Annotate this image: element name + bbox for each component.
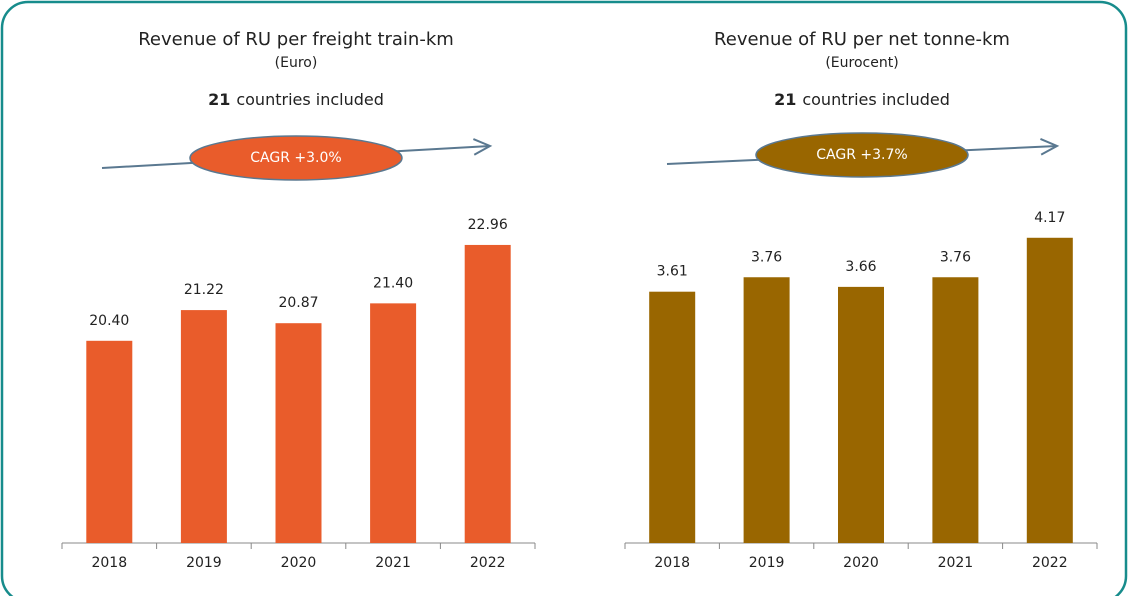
arrow-head [472, 138, 493, 156]
x-tick-label: 2021 [375, 555, 411, 571]
x-tick-label: 2022 [470, 555, 506, 571]
note: 21 countries included [208, 90, 384, 109]
bar [1026, 237, 1073, 543]
x-tick-label: 2022 [1032, 555, 1068, 571]
chart-subtitle: (Eurocent) [825, 55, 898, 71]
value-label: 3.76 [940, 249, 971, 265]
arrow-head [1040, 138, 1060, 156]
cagr-badge [189, 135, 403, 181]
x-tick-label: 2020 [843, 555, 879, 571]
chart-subtitle: (Euro) [275, 55, 318, 71]
cagr-label: CAGR +3.7% [816, 147, 907, 163]
value-label: 4.17 [1034, 210, 1065, 226]
value-label: 3.61 [657, 264, 688, 280]
x-tick-label: 2020 [281, 555, 317, 571]
value-label: 22.96 [468, 217, 508, 233]
note-text: countries included [802, 90, 950, 109]
bar [464, 244, 511, 544]
note-text: countries included [236, 90, 384, 109]
note: 21 countries included [774, 90, 950, 109]
value-label: 3.66 [845, 259, 876, 275]
value-label: 21.22 [184, 282, 224, 298]
bar [838, 286, 884, 543]
x-tick-label: 2019 [186, 555, 222, 571]
value-label: 3.76 [751, 249, 782, 265]
bar [932, 277, 979, 543]
value-label: 20.87 [278, 295, 318, 311]
bar [86, 340, 133, 543]
x-tick-label: 2021 [938, 555, 974, 571]
bar [180, 310, 227, 543]
bar [370, 303, 417, 543]
cagr-badge [755, 132, 969, 178]
value-label: 20.40 [89, 313, 129, 329]
bar [743, 277, 790, 543]
value-label: 21.40 [373, 275, 413, 291]
x-tick-label: 2018 [91, 555, 127, 571]
note-count: 21 [208, 90, 230, 109]
bar [275, 323, 322, 543]
x-tick-label: 2019 [749, 555, 785, 571]
bar [649, 291, 696, 543]
x-tick-label: 2018 [654, 555, 690, 571]
cagr-label: CAGR +3.0% [250, 150, 341, 166]
note-count: 21 [774, 90, 796, 109]
chart-title: Revenue of RU per freight train-km [138, 29, 454, 50]
chart-title: Revenue of RU per net tonne-km [714, 29, 1010, 50]
